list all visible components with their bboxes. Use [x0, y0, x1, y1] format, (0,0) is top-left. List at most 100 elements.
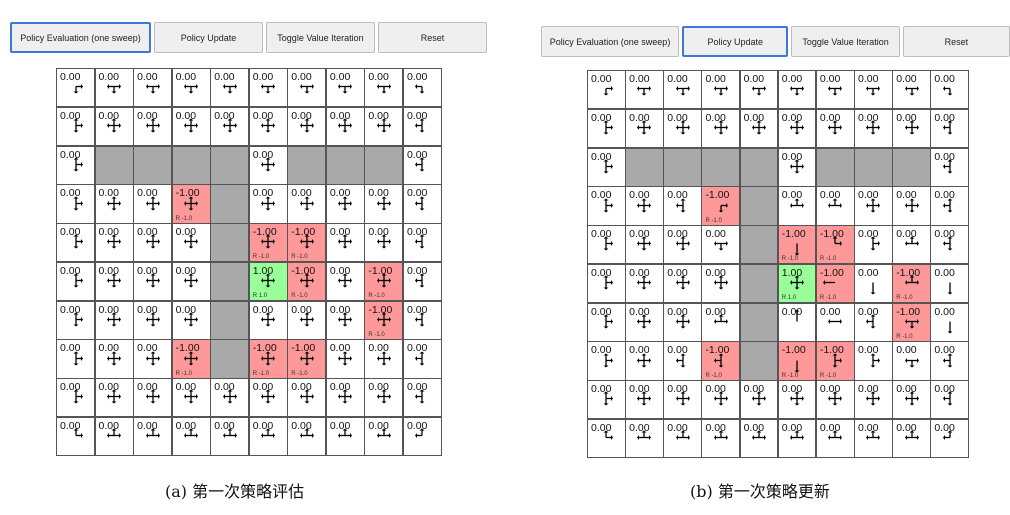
grid-cell[interactable]: 0.00	[778, 381, 816, 419]
grid-cell[interactable]: 0.00	[740, 419, 778, 457]
penalty-cell[interactable]: -1.00 R -1.0	[288, 262, 326, 300]
wall-cell[interactable]	[211, 262, 249, 300]
wall-cell[interactable]	[211, 185, 249, 223]
grid-cell[interactable]: 0.00	[855, 303, 892, 341]
grid-cell[interactable]: 0.00	[778, 187, 816, 225]
grid-cell[interactable]: 0.00	[403, 107, 441, 145]
grid-cell[interactable]: 0.00	[626, 381, 663, 419]
grid-cell[interactable]: 0.00	[664, 342, 701, 380]
penalty-cell[interactable]: -1.00 R -1.0	[288, 224, 326, 262]
grid-cell[interactable]: 0.00	[931, 71, 968, 109]
grid-cell[interactable]: 0.00	[931, 264, 968, 302]
penalty-cell[interactable]: -1.00 R -1.0	[816, 226, 854, 264]
grid-cell[interactable]: 0.00	[816, 303, 854, 341]
grid-cell[interactable]: 0.00	[172, 301, 210, 339]
wall-cell[interactable]	[288, 146, 326, 184]
grid-cell[interactable]: 0.00	[57, 146, 95, 184]
grid-cell[interactable]: 0.00	[326, 417, 364, 455]
grid-cell[interactable]: 0.00	[57, 69, 95, 107]
grid-cell[interactable]: 0.00	[172, 262, 210, 300]
grid-cell[interactable]: 0.00	[134, 417, 172, 455]
wall-cell[interactable]	[740, 342, 778, 380]
grid-cell[interactable]: 0.00	[626, 264, 663, 302]
grid-cell[interactable]: 0.00	[365, 379, 403, 417]
penalty-cell[interactable]: -1.00 R -1.0	[893, 303, 930, 341]
grid-cell[interactable]: 0.00	[134, 379, 172, 417]
grid-cell[interactable]: 0.00	[588, 148, 625, 186]
penalty-cell[interactable]: -1.00 R -1.0	[893, 264, 930, 302]
grid-cell[interactable]: 0.00	[95, 185, 133, 223]
grid-cell[interactable]: 0.00	[365, 417, 403, 455]
grid-cell[interactable]: 0.00	[95, 224, 133, 262]
grid-cell[interactable]: 0.00	[134, 185, 172, 223]
grid-cell[interactable]: 0.00	[403, 379, 441, 417]
grid-cell[interactable]: 0.00	[702, 303, 740, 341]
grid-cell[interactable]: 0.00	[365, 185, 403, 223]
reset-button[interactable]: Reset	[902, 26, 1010, 57]
grid-cell[interactable]: 0.00	[664, 381, 701, 419]
grid-cell[interactable]: 0.00	[664, 187, 701, 225]
grid-cell[interactable]: 0.00	[403, 224, 441, 262]
grid-cell[interactable]: 0.00	[249, 107, 287, 145]
wall-cell[interactable]	[211, 340, 249, 378]
grid-cell[interactable]: 0.00	[702, 109, 740, 147]
goal-cell[interactable]: 1.00 R 1.0	[249, 262, 287, 300]
wall-cell[interactable]	[95, 146, 133, 184]
grid-cell[interactable]: 0.00	[855, 109, 892, 147]
grid-cell[interactable]: 0.00	[211, 107, 249, 145]
grid-cell[interactable]: 0.00	[626, 226, 663, 264]
grid-cell[interactable]: 0.00	[588, 419, 625, 457]
grid-cell[interactable]: 0.00	[57, 379, 95, 417]
grid-cell[interactable]: 0.00	[326, 185, 364, 223]
grid-cell[interactable]: 0.00	[134, 224, 172, 262]
wall-cell[interactable]	[740, 187, 778, 225]
grid-cell[interactable]: 0.00	[931, 187, 968, 225]
grid-cell[interactable]: 0.00	[95, 340, 133, 378]
grid-cell[interactable]: 0.00	[403, 69, 441, 107]
grid-cell[interactable]: 0.00	[664, 303, 701, 341]
reset-button[interactable]: Reset	[378, 22, 487, 53]
grid-cell[interactable]: 0.00	[740, 381, 778, 419]
grid-cell[interactable]: 0.00	[626, 303, 663, 341]
grid-cell[interactable]: 0.00	[740, 71, 778, 109]
wall-cell[interactable]	[893, 148, 930, 186]
grid-cell[interactable]: 0.00	[893, 187, 930, 225]
grid-cell[interactable]: 0.00	[403, 146, 441, 184]
grid-cell[interactable]: 0.00	[816, 109, 854, 147]
grid-cell[interactable]: 0.00	[893, 226, 930, 264]
grid-cell[interactable]: 0.00	[172, 69, 210, 107]
grid-cell[interactable]: 0.00	[931, 303, 968, 341]
wall-cell[interactable]	[816, 148, 854, 186]
grid-cell[interactable]: 0.00	[134, 262, 172, 300]
grid-cell[interactable]: 0.00	[365, 224, 403, 262]
policy-evaluation-button[interactable]: Policy Evaluation (one sweep)	[10, 22, 151, 53]
grid-cell[interactable]: 0.00	[855, 381, 892, 419]
grid-cell[interactable]: 0.00	[588, 264, 625, 302]
wall-cell[interactable]	[702, 148, 740, 186]
grid-cell[interactable]: 0.00	[288, 301, 326, 339]
grid-cell[interactable]: 0.00	[326, 224, 364, 262]
grid-cell[interactable]: 0.00	[95, 379, 133, 417]
grid-cell[interactable]: 0.00	[403, 185, 441, 223]
grid-cell[interactable]: 0.00	[778, 419, 816, 457]
penalty-cell[interactable]: -1.00 R -1.0	[702, 187, 740, 225]
grid-cell[interactable]: 0.00	[664, 226, 701, 264]
goal-cell[interactable]: 1.00 R 1.0	[778, 264, 816, 302]
grid-cell[interactable]: 0.00	[403, 417, 441, 455]
grid-cell[interactable]: 0.00	[816, 187, 854, 225]
grid-cell[interactable]: 0.00	[134, 301, 172, 339]
grid-cell[interactable]: 0.00	[249, 379, 287, 417]
grid-cell[interactable]: 0.00	[626, 419, 663, 457]
penalty-cell[interactable]: -1.00 R -1.0	[702, 342, 740, 380]
grid-cell[interactable]: 0.00	[855, 187, 892, 225]
grid-cell[interactable]: 0.00	[172, 224, 210, 262]
grid-cell[interactable]: 0.00	[931, 148, 968, 186]
grid-cell[interactable]: 0.00	[893, 109, 930, 147]
grid-cell[interactable]: 0.00	[95, 262, 133, 300]
grid-cell[interactable]: 0.00	[855, 342, 892, 380]
toggle-value-iteration-button[interactable]: Toggle Value Iteration	[266, 22, 375, 53]
grid-cell[interactable]: 0.00	[588, 226, 625, 264]
grid-cell[interactable]: 0.00	[57, 224, 95, 262]
penalty-cell[interactable]: -1.00 R -1.0	[816, 342, 854, 380]
grid-cell[interactable]: 0.00	[95, 301, 133, 339]
